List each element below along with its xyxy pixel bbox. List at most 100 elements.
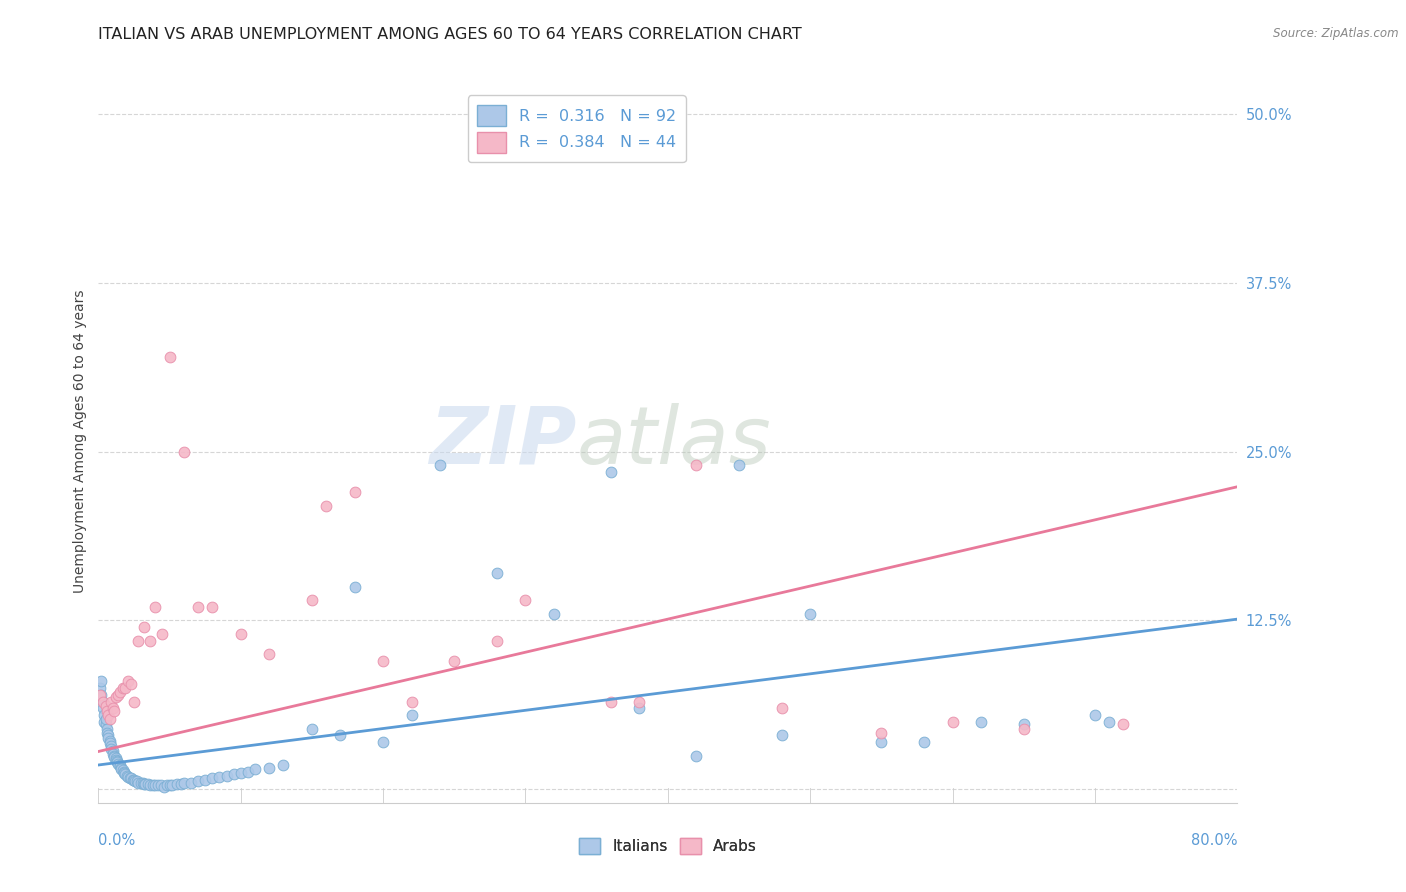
Point	[600, 465, 623, 479]
Point	[97, 731, 120, 745]
Point	[105, 756, 128, 770]
Text: Source: ZipAtlas.com: Source: ZipAtlas.com	[1274, 27, 1399, 40]
Point	[101, 747, 124, 761]
Point	[108, 685, 131, 699]
Point	[870, 725, 893, 739]
Point	[141, 778, 163, 792]
Point	[117, 674, 139, 689]
Point	[343, 485, 366, 500]
Point	[100, 739, 122, 753]
Point	[373, 735, 395, 749]
Point	[145, 599, 167, 614]
Text: ITALIAN VS ARAB UNEMPLOYMENT AMONG AGES 60 TO 64 YEARS CORRELATION CHART: ITALIAN VS ARAB UNEMPLOYMENT AMONG AGES …	[98, 27, 803, 42]
Point	[685, 458, 707, 472]
Point	[90, 674, 112, 689]
Point	[89, 688, 111, 702]
Point	[194, 772, 217, 787]
Point	[138, 633, 160, 648]
Point	[770, 728, 793, 742]
Point	[870, 735, 893, 749]
Point	[132, 777, 155, 791]
Point	[799, 607, 821, 621]
Point	[301, 722, 323, 736]
Point	[343, 580, 366, 594]
Point	[122, 772, 145, 787]
Point	[124, 774, 146, 789]
Point	[114, 767, 136, 781]
Point	[159, 778, 181, 792]
Point	[122, 694, 145, 708]
Point	[127, 775, 149, 789]
Point	[103, 748, 125, 763]
Point	[131, 775, 153, 789]
Point	[115, 769, 138, 783]
Point	[104, 751, 127, 765]
Point	[129, 775, 152, 789]
Point	[187, 599, 209, 614]
Point	[156, 778, 179, 792]
Point	[104, 753, 127, 767]
Point	[187, 774, 209, 789]
Point	[96, 725, 118, 739]
Point	[108, 758, 131, 772]
Point	[91, 694, 114, 708]
Point	[94, 698, 117, 713]
Point	[117, 770, 139, 784]
Point	[201, 772, 224, 786]
Text: 80.0%: 80.0%	[1191, 832, 1237, 847]
Point	[259, 761, 281, 775]
Y-axis label: Unemployment Among Ages 60 to 64 years: Unemployment Among Ages 60 to 64 years	[73, 290, 87, 593]
Point	[90, 688, 112, 702]
Point	[108, 759, 131, 773]
Point	[443, 654, 465, 668]
Point	[98, 736, 121, 750]
Point	[628, 701, 651, 715]
Point	[152, 627, 174, 641]
Point	[600, 694, 623, 708]
Point	[208, 770, 231, 784]
Point	[201, 599, 224, 614]
Point	[120, 772, 142, 786]
Point	[91, 701, 114, 715]
Point	[110, 762, 132, 776]
Point	[104, 690, 127, 705]
Point	[215, 769, 238, 783]
Point	[103, 704, 125, 718]
Point	[134, 777, 156, 791]
Point	[107, 688, 129, 702]
Point	[301, 593, 323, 607]
Point	[100, 741, 122, 756]
Point	[170, 777, 193, 791]
Point	[162, 778, 184, 792]
Point	[105, 754, 128, 768]
Point	[942, 714, 965, 729]
Point	[429, 458, 451, 472]
Point	[1112, 717, 1135, 731]
Point	[112, 764, 135, 779]
Point	[1084, 708, 1107, 723]
Point	[112, 766, 135, 780]
Point	[136, 777, 159, 791]
Point	[118, 772, 141, 786]
Point	[132, 620, 155, 634]
Point	[401, 694, 423, 708]
Point	[100, 694, 122, 708]
Point	[243, 762, 266, 776]
Point	[912, 735, 935, 749]
Point	[236, 764, 259, 779]
Point	[111, 681, 134, 695]
Point	[770, 701, 793, 715]
Point	[229, 627, 252, 641]
Point	[628, 694, 651, 708]
Point	[138, 778, 160, 792]
Text: atlas: atlas	[576, 402, 772, 481]
Point	[97, 708, 120, 723]
Legend: Italians, Arabs: Italians, Arabs	[572, 832, 763, 860]
Point	[159, 350, 181, 364]
Point	[728, 458, 751, 472]
Point	[93, 708, 115, 723]
Point	[101, 744, 124, 758]
Point	[125, 774, 148, 789]
Point	[101, 701, 124, 715]
Point	[107, 756, 129, 771]
